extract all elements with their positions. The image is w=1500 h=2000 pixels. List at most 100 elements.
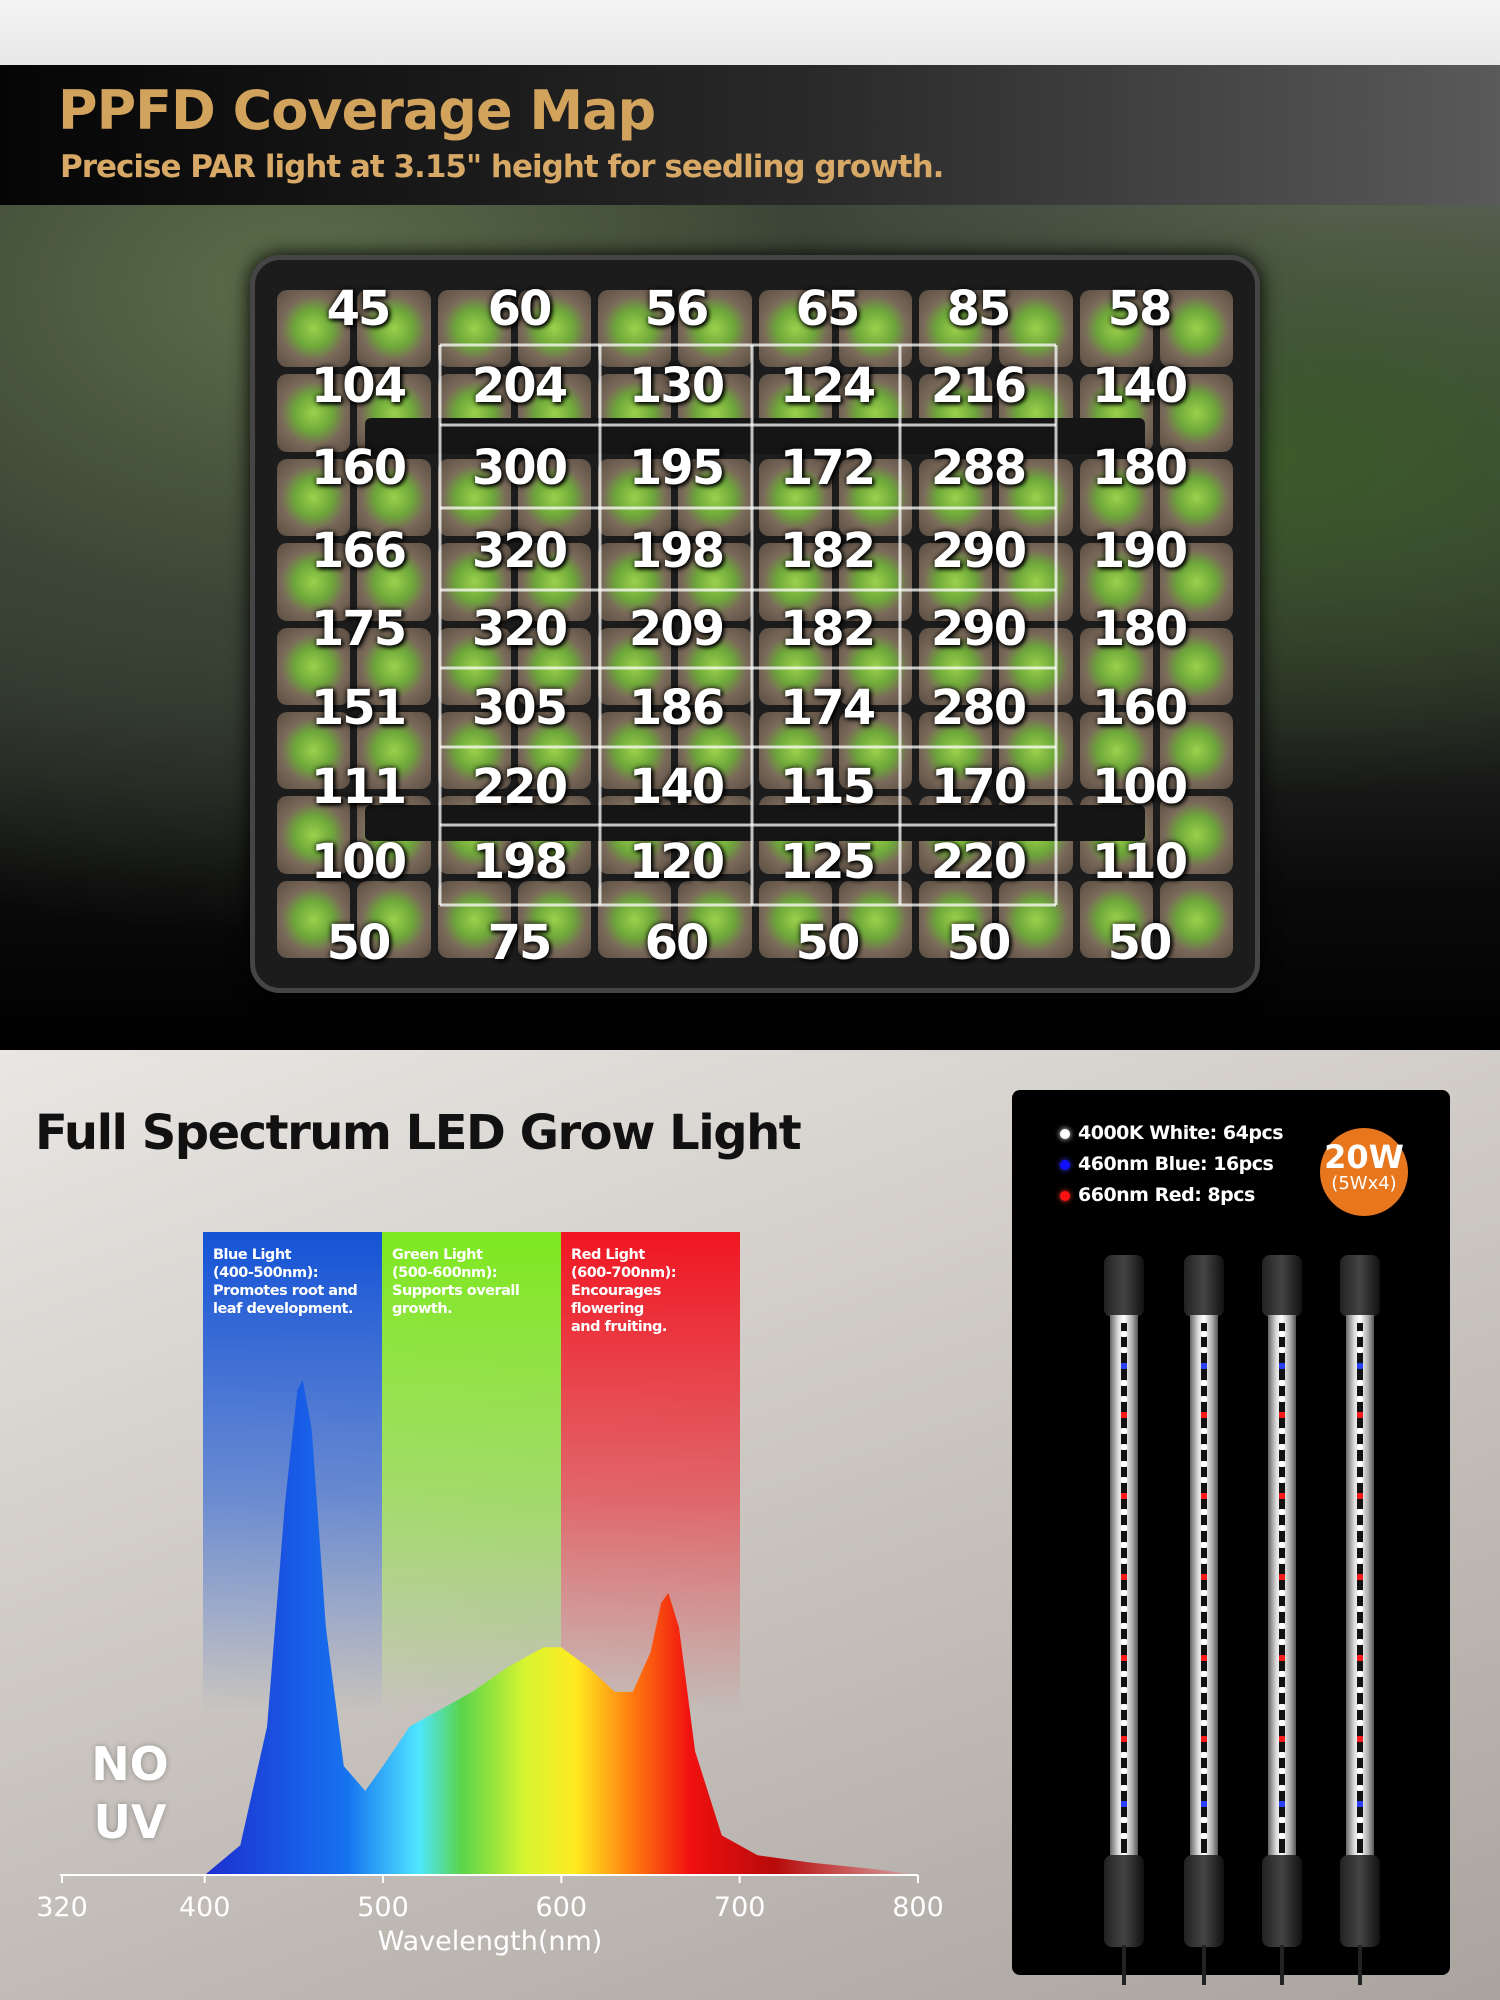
led-chip — [1357, 1736, 1363, 1742]
led-chip — [1121, 1671, 1127, 1678]
tray-cell — [1159, 880, 1233, 958]
power-value: 20W — [1324, 1138, 1404, 1176]
ppfd-value: 151 — [310, 680, 407, 736]
led-chip — [1201, 1331, 1207, 1337]
ppfd-value: 182 — [779, 601, 876, 657]
led-chip — [1357, 1800, 1363, 1807]
tray-cell — [598, 543, 672, 621]
led-chip — [1201, 1736, 1207, 1742]
spectrum-chart: 320 400 500 600 700 800 Wavelength(nm) — [36, 1380, 944, 1957]
band-desc: leaf development. — [213, 1301, 353, 1317]
led-chip — [1121, 1833, 1127, 1840]
tray-cell — [517, 290, 591, 368]
led-chip — [1357, 1817, 1363, 1823]
led-chip — [1357, 1671, 1363, 1678]
led-chip — [1201, 1703, 1207, 1710]
tray-cell — [758, 880, 832, 958]
light-bar — [365, 805, 1145, 841]
tube-base — [1184, 1855, 1224, 1947]
led-chip — [1201, 1444, 1207, 1451]
x-tick-label: 800 — [892, 1892, 944, 1923]
tray-cell — [1079, 711, 1153, 790]
led-chip — [1121, 1509, 1127, 1516]
led-chip — [1279, 1768, 1285, 1775]
tube-cap — [1340, 1255, 1380, 1317]
led-chip — [1201, 1671, 1207, 1678]
red-led-icon — [1060, 1190, 1070, 1201]
led-chip — [1357, 1379, 1363, 1386]
led-chip — [1357, 1719, 1363, 1726]
ppfd-value: 50 — [795, 915, 861, 971]
tray-cell — [437, 880, 511, 958]
ppfd-value: 198 — [471, 834, 568, 890]
tray-cell — [357, 711, 431, 790]
led-chip — [1121, 1444, 1127, 1451]
tray-cell — [758, 711, 832, 790]
x-tick-label: 600 — [536, 1892, 588, 1923]
band-desc: growth. — [392, 1301, 453, 1317]
ppfd-value: 60 — [644, 915, 710, 971]
led-chip — [1357, 1687, 1363, 1694]
blue-led-icon — [1060, 1159, 1070, 1170]
led-chip — [1357, 1622, 1363, 1629]
led-chip — [1279, 1428, 1285, 1435]
led-chip — [1357, 1752, 1363, 1759]
tray-cell — [517, 458, 591, 537]
tray-cell — [517, 627, 591, 705]
led-chip — [1279, 1622, 1285, 1629]
tube-glass — [1346, 1315, 1374, 1860]
tray-cell — [277, 711, 351, 790]
ppfd-value: 290 — [930, 523, 1027, 579]
tray-cell — [277, 627, 351, 705]
led-chip — [1201, 1557, 1207, 1564]
legend-white: 4000K White: 64pcs — [1060, 1122, 1284, 1144]
tray-cell — [357, 627, 431, 705]
ppfd-value: 124 — [779, 358, 876, 414]
tray-cell — [758, 458, 832, 537]
led-chip — [1121, 1525, 1127, 1532]
x-tick-label: 320 — [36, 1892, 88, 1923]
band-desc: Encourages flowering — [571, 1283, 661, 1317]
led-chip — [1201, 1574, 1207, 1580]
ppfd-value: 170 — [930, 759, 1027, 815]
led-chip — [1357, 1412, 1363, 1418]
tray-cell — [437, 290, 511, 368]
led-chip — [1357, 1460, 1363, 1467]
tray-cell — [517, 711, 591, 790]
tray-cell — [277, 796, 351, 874]
led-chip — [1201, 1493, 1207, 1499]
power-cord — [1122, 1945, 1126, 1985]
led-chip — [1357, 1784, 1363, 1791]
tray-cell — [277, 543, 351, 621]
tray-cell — [357, 543, 431, 621]
tray-cell — [1159, 796, 1233, 874]
tray-cell — [517, 543, 591, 621]
tray-cell — [598, 627, 672, 705]
band-desc: Supports overall — [392, 1283, 520, 1299]
page-title: PPFD Coverage Map — [58, 79, 656, 142]
led-chip — [1121, 1395, 1127, 1402]
led-chip — [1201, 1719, 1207, 1726]
tray-cell — [919, 290, 993, 368]
tray-cell — [517, 880, 591, 958]
led-chip — [1121, 1493, 1127, 1499]
led-chip — [1201, 1768, 1207, 1775]
ppfd-value: 140 — [628, 759, 725, 815]
ppfd-value: 204 — [471, 358, 568, 414]
ppfd-value: 320 — [471, 601, 568, 657]
led-chip — [1357, 1509, 1363, 1516]
seedling-tray — [250, 255, 1260, 993]
x-axis-label: Wavelength(nm) — [378, 1926, 603, 1957]
led-chip — [1201, 1428, 1207, 1435]
power-cord — [1280, 1945, 1284, 1985]
led-chip — [1121, 1655, 1127, 1661]
ppfd-value: 195 — [628, 440, 725, 496]
led-chip — [1121, 1606, 1127, 1613]
tray-cell — [1079, 627, 1153, 705]
tray-cell — [999, 880, 1073, 958]
tray-cell — [999, 458, 1073, 537]
tray-cell — [437, 458, 511, 537]
led-chip — [1201, 1363, 1207, 1370]
tube-glass — [1268, 1315, 1296, 1860]
led-chip — [1201, 1752, 1207, 1759]
